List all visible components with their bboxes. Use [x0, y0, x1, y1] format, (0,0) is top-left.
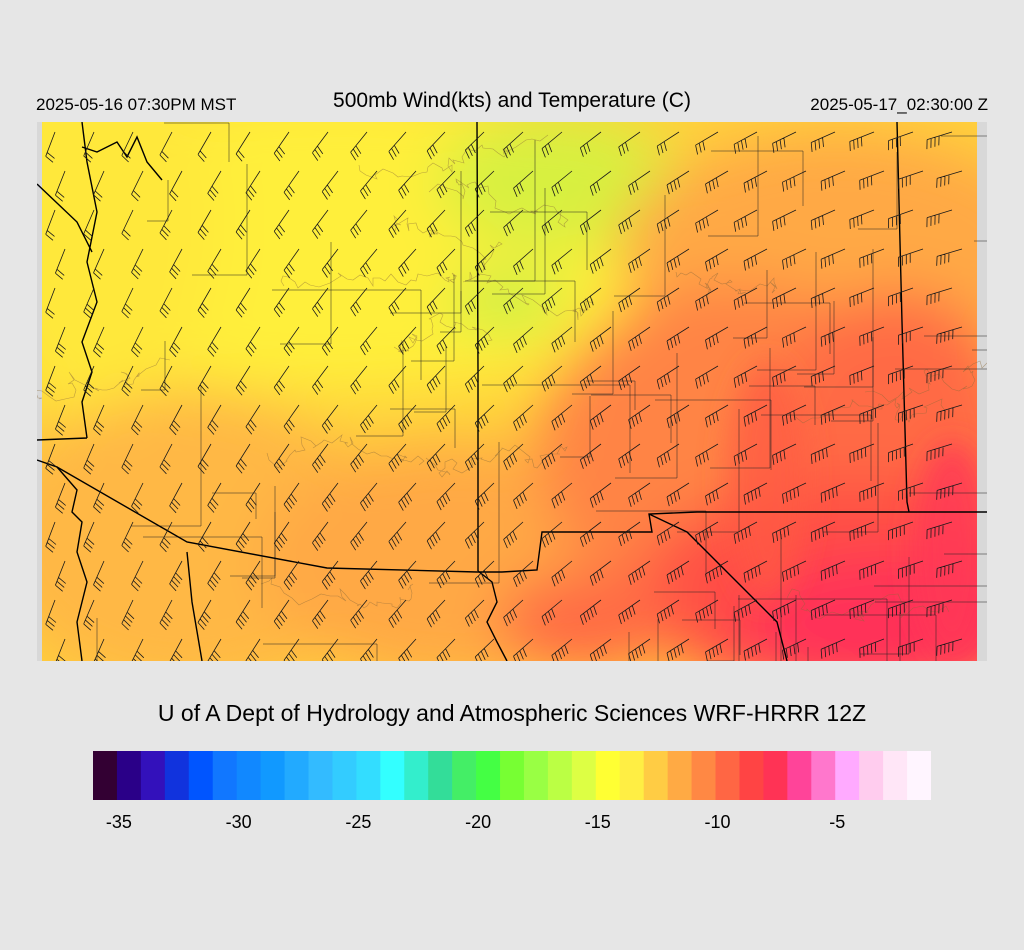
colorbar-tick-label: -35 [105, 812, 132, 832]
temperature-contours [37, 134, 987, 622]
colorbar-tick-label: -20 [465, 812, 492, 832]
colorbar-swatch [571, 751, 597, 800]
contour-line [391, 214, 503, 272]
colorbar-tick-label: -30 [225, 812, 252, 832]
colorbar-swatch [835, 751, 860, 800]
colorbar-swatch [859, 751, 884, 800]
contour-line [358, 134, 549, 180]
colorbar-swatch [116, 751, 142, 800]
temperature-colorbar [93, 751, 931, 800]
colorbar-tick-label: -10 [704, 812, 731, 832]
colorbar-swatch [236, 751, 262, 800]
temperature-wind-map [37, 122, 987, 661]
colorbar-swatch [428, 751, 453, 800]
contour-line [462, 271, 594, 321]
contour-line [260, 577, 414, 609]
colorbar-swatch [787, 751, 812, 800]
contour-line [280, 272, 457, 289]
colorbar-swatch [667, 751, 693, 800]
colorbar-swatch [500, 751, 525, 800]
colorbar-swatch [715, 751, 741, 800]
boundary-border [501, 511, 987, 573]
colorbar-swatch [595, 751, 621, 800]
colorbar-swatch [547, 751, 573, 800]
boundary-nw-river [81, 135, 163, 181]
contour-line [425, 444, 568, 478]
contour-line [675, 271, 778, 297]
model-credit: U of A Dept of Hydrology and Atmospheric… [157, 700, 867, 726]
colorbar-swatch [907, 751, 931, 800]
colorbar-swatch [212, 751, 238, 800]
county-boundaries [96, 122, 987, 661]
contour-line [792, 398, 947, 424]
colorbar-swatch [883, 751, 908, 800]
colorbar-swatch [452, 751, 477, 800]
contour-line [266, 434, 425, 469]
map-title: 500mb Wind(kts) and Temperature (C) [333, 89, 691, 112]
colorbar-swatch [308, 751, 334, 800]
colorbar-swatch [260, 751, 286, 800]
colorbar-tick-label: -5 [829, 812, 846, 832]
colorbar-swatch [164, 751, 190, 800]
colorbar-swatch [811, 751, 836, 800]
valid-local-time: 2025-05-16 07:30PM MST [36, 95, 237, 114]
colorbar-tick-label: -25 [345, 812, 372, 832]
contour-line [786, 588, 950, 622]
colorbar-swatch [284, 751, 310, 800]
colorbar-swatch [404, 751, 429, 800]
contour-line [393, 312, 493, 354]
contour-line [428, 178, 569, 228]
wind-barb-field [45, 131, 963, 661]
boundary-west [37, 122, 98, 441]
colorbar-swatch [140, 751, 166, 800]
colorbar-swatch [356, 751, 381, 800]
colorbar-swatch [619, 751, 645, 800]
colorbar-swatch [380, 751, 405, 800]
colorbar-swatch [691, 751, 717, 800]
contour-line [37, 357, 171, 402]
valid-utc-time: 2025-05-17_02:30:00 Z [810, 95, 988, 114]
wind-barbs [45, 131, 963, 661]
colorbar-swatch [523, 751, 549, 800]
colorbar-swatch [643, 751, 669, 800]
colorbar-swatch [188, 751, 214, 800]
boundary-southwest [37, 459, 88, 661]
colorbar-swatch [93, 751, 118, 800]
colorbar-ticks: -35 -30 -25 -20 -15 -10 -5 [0, 812, 1024, 842]
colorbar-swatch [476, 751, 501, 800]
contour-line [864, 360, 987, 403]
colorbar-swatch [763, 751, 788, 800]
colorbar-swatch [739, 751, 764, 800]
colorbar-swatch [332, 751, 357, 800]
colorbar-tick-label: -15 [584, 812, 611, 832]
county-lines [96, 122, 987, 661]
